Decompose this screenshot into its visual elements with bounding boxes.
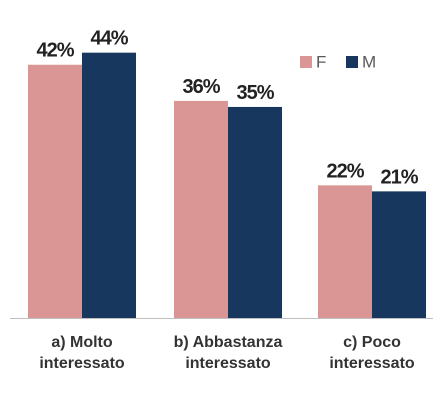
legend-swatch xyxy=(300,56,312,68)
x-tick-label: a) Molto interessato xyxy=(39,334,125,372)
value-label: 44% xyxy=(90,28,128,50)
bar xyxy=(82,52,136,319)
legend-label: M xyxy=(362,52,376,71)
bar xyxy=(372,191,426,318)
value-label: 42% xyxy=(36,40,74,62)
legend-label: F xyxy=(316,52,326,71)
bar xyxy=(228,106,282,318)
x-tick-label: b) Abbastanza interessato xyxy=(173,334,283,372)
bar xyxy=(28,64,82,319)
bar xyxy=(174,100,228,318)
x-tick-label: c) Poco interessato xyxy=(329,334,415,372)
value-label: 35% xyxy=(236,82,274,104)
value-label: 22% xyxy=(326,160,364,182)
value-label: 36% xyxy=(182,76,220,98)
bar xyxy=(318,185,372,318)
value-label: 21% xyxy=(380,166,418,188)
legend-swatch xyxy=(346,56,358,68)
